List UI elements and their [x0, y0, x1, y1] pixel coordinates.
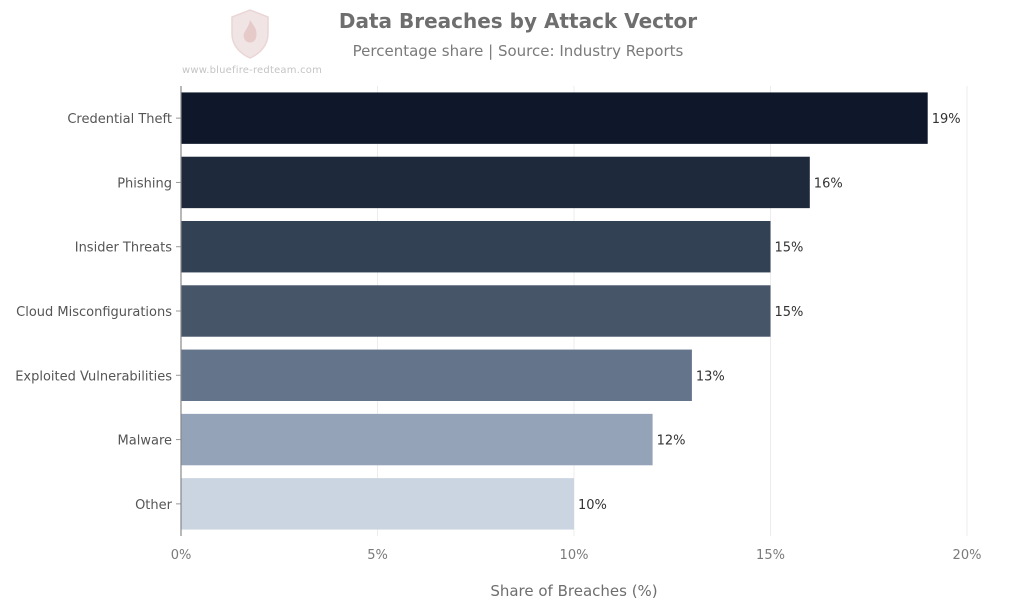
x-tick-label: 0% [171, 548, 192, 563]
bar [181, 478, 574, 530]
bars-group: 19% 16% 15% 15% 13% 12% 10% [181, 92, 961, 530]
x-tick-label: 20% [953, 548, 982, 563]
watermark-text: www.bluefire-redteam.com [182, 65, 323, 76]
bar [181, 221, 771, 273]
bar-value-label: 16% [814, 176, 843, 191]
axes-group: 0% 5% 10% 15% 20% Credential Theft Phishing Ins… [15, 86, 981, 563]
bar-value-label: 19% [932, 112, 961, 127]
bar [181, 349, 692, 401]
bar-value-label: 12% [657, 434, 686, 449]
bar-value-label: 10% [578, 498, 607, 513]
bar [181, 285, 771, 337]
x-tick-label: 15% [756, 548, 785, 563]
shield-logo-icon [231, 9, 269, 59]
bar-value-label: 15% [775, 241, 804, 256]
y-category-label: Cloud Misconfigurations [16, 305, 172, 320]
bar-value-label: 13% [696, 369, 725, 384]
y-category-label: Insider Threats [75, 241, 172, 256]
x-tick-label: 5% [367, 548, 388, 563]
chart-title: Data Breaches by Attack Vector [338, 9, 698, 33]
bar [181, 413, 653, 466]
y-category-label: Malware [118, 434, 172, 449]
x-tick-label: 10% [560, 548, 589, 563]
bar [181, 92, 928, 144]
y-category-label: Phishing [117, 176, 172, 191]
chart-subtitle: Percentage share | Source: Industry Repo… [352, 42, 684, 60]
y-category-label: Other [135, 498, 173, 513]
x-axis-label: Share of Breaches (%) [490, 582, 657, 600]
y-category-label: Exploited Vulnerabilities [15, 369, 172, 384]
y-category-label: Credential Theft [67, 112, 172, 127]
bar-value-label: 15% [775, 305, 804, 320]
bar [181, 156, 810, 209]
